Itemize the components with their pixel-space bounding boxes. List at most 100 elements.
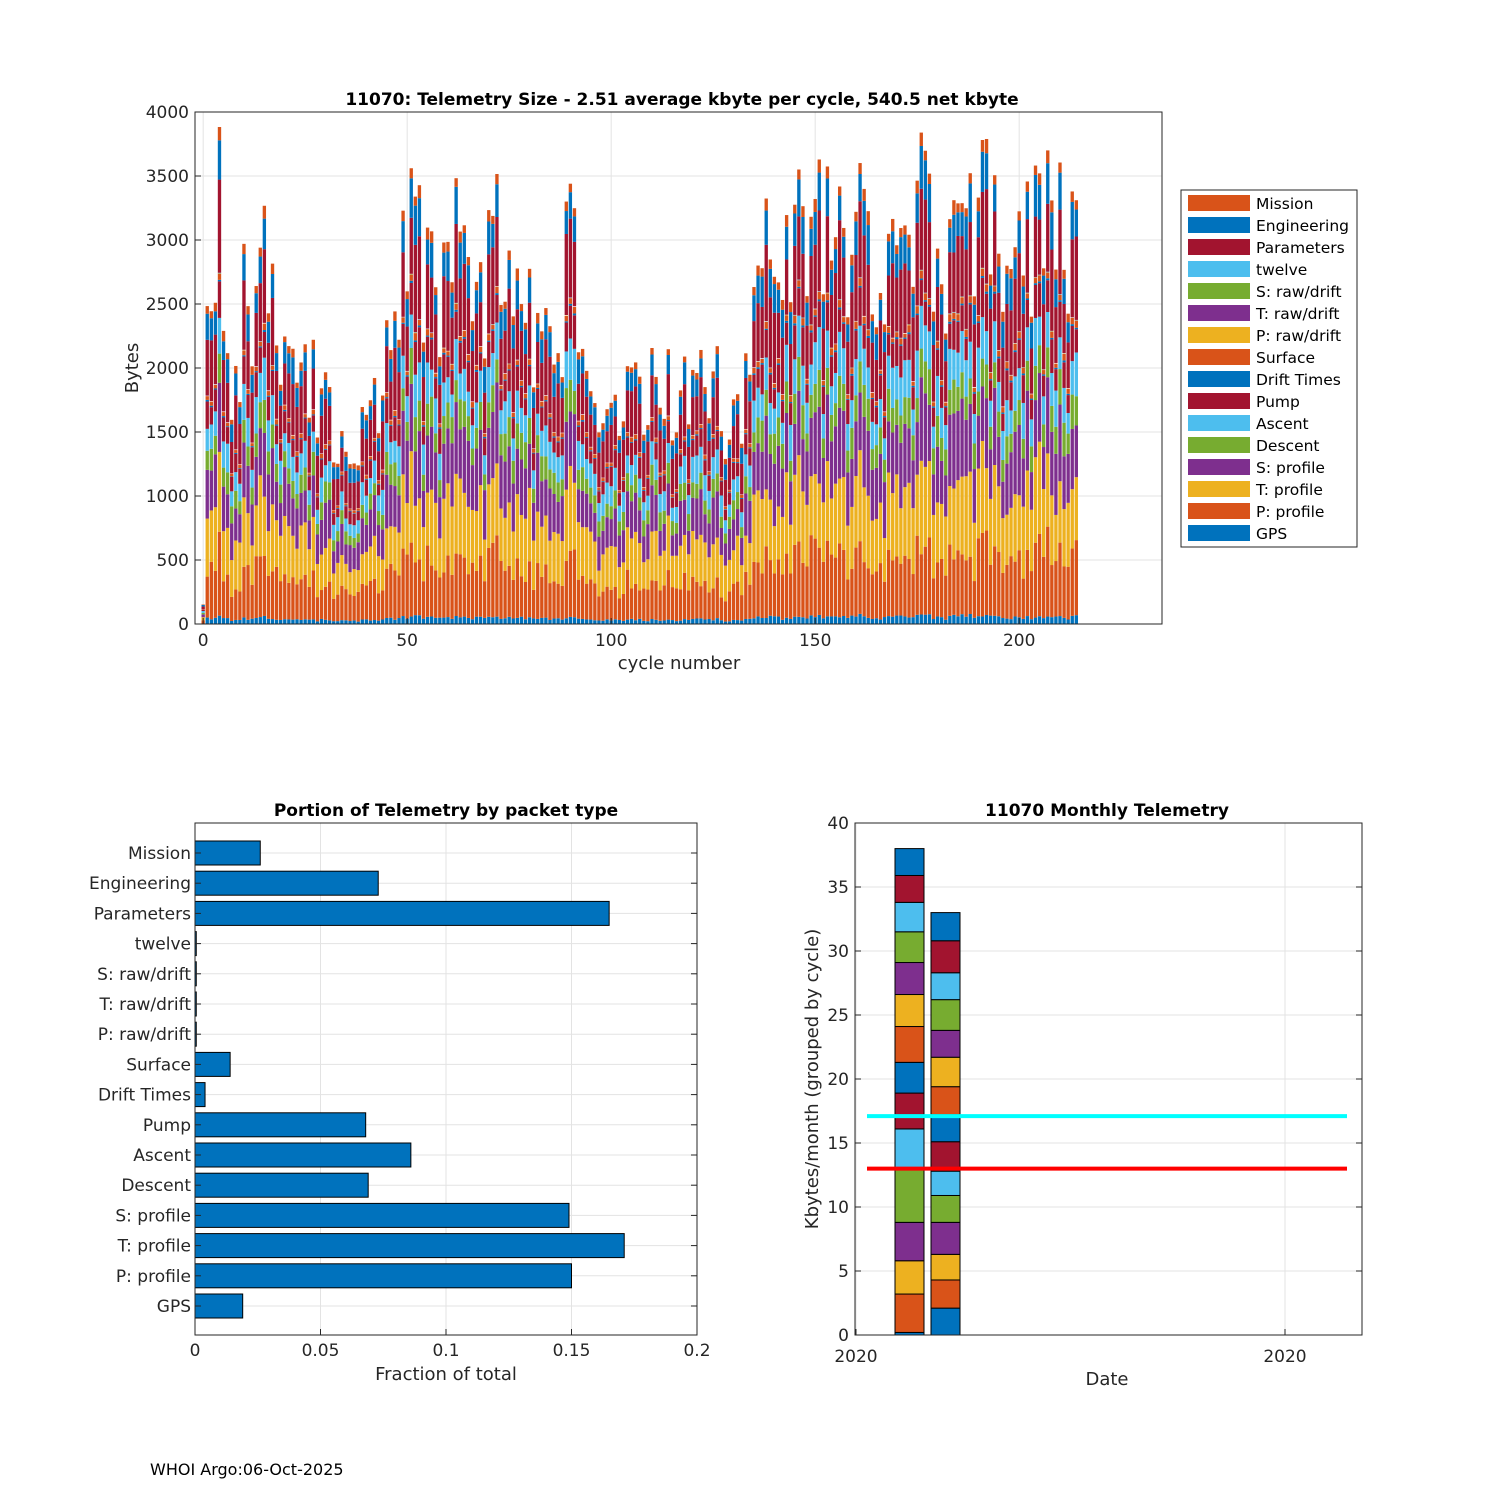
telemetry-segment [266, 313, 271, 322]
telemetry-segment [891, 367, 895, 408]
telemetry-segment [1021, 373, 1025, 376]
telemetry-segment [735, 581, 740, 621]
telemetry-segment [311, 431, 315, 452]
telemetry-segment [923, 546, 928, 615]
telemetry-segment [376, 593, 381, 621]
telemetry-segment [397, 495, 401, 533]
telemetry-segment [527, 385, 532, 419]
telemetry-segment [376, 484, 381, 496]
portion-category-label: T: raw/drift [98, 995, 191, 1015]
telemetry-segment [797, 280, 801, 287]
telemetry-segment [899, 415, 903, 443]
telemetry-segment [862, 316, 866, 324]
telemetry-segment [678, 545, 683, 590]
telemetry-segment [531, 618, 536, 624]
telemetry-segment [784, 315, 789, 321]
telemetry-segment [723, 543, 728, 566]
telemetry-segment [658, 530, 662, 556]
telemetry-segment [1070, 548, 1074, 616]
telemetry-segment [478, 346, 483, 353]
telemetry-segment [462, 263, 466, 331]
telemetry-segment [854, 475, 858, 548]
telemetry-segment [372, 495, 377, 536]
telemetry-bar-cycle [295, 382, 299, 624]
telemetry-segment [307, 476, 311, 491]
telemetry-segment [687, 483, 691, 484]
telemetry-segment [642, 620, 646, 624]
telemetry-segment [1033, 216, 1038, 278]
telemetry-segment [740, 494, 744, 498]
telemetry-segment [356, 481, 360, 509]
telemetry-segment [960, 212, 964, 237]
telemetry-segment [393, 320, 397, 348]
telemetry-segment [980, 317, 985, 359]
telemetry-segment [270, 571, 275, 620]
telemetry-segment [254, 505, 258, 557]
telemetry-segment [270, 504, 275, 572]
telemetry-segment [670, 555, 675, 588]
telemetry-segment [213, 302, 218, 312]
telemetry-bar-cycle [968, 173, 972, 624]
telemetry-segment [315, 493, 320, 497]
telemetry-segment [682, 362, 687, 385]
telemetry-segment [458, 342, 462, 374]
telemetry-segment [1066, 566, 1070, 620]
telemetry-segment [1066, 388, 1070, 394]
telemetry-segment [1074, 236, 1078, 320]
telemetry-segment [809, 255, 813, 325]
telemetry-segment [499, 338, 503, 385]
telemetry-segment [503, 301, 507, 309]
telemetry-segment [425, 227, 430, 240]
telemetry-segment [658, 512, 662, 531]
telemetry-segment [748, 381, 752, 402]
telemetry-segment [397, 419, 401, 425]
telemetry-segment [772, 408, 777, 434]
telemetry-bar-cycle [862, 188, 866, 624]
telemetry-segment [511, 531, 515, 580]
telemetry-segment [907, 617, 911, 624]
telemetry-segment [1058, 162, 1062, 173]
telemetry-segment [886, 332, 891, 335]
telemetry-segment [417, 362, 422, 401]
telemetry-segment [258, 347, 262, 373]
telemetry-segment [254, 371, 258, 373]
telemetry-segment [825, 461, 830, 541]
telemetry-segment [397, 575, 401, 619]
telemetry-segment [801, 253, 805, 318]
telemetry-segment [299, 492, 303, 526]
telemetry-segment [993, 184, 997, 212]
telemetry-segment [1058, 481, 1062, 543]
telemetry-bar-cycle [703, 387, 707, 624]
telemetry-segment [409, 217, 413, 274]
telemetry-segment [536, 618, 540, 624]
telemetry-segment [470, 509, 475, 563]
telemetry-segment [772, 276, 777, 285]
telemetry-segment [458, 617, 462, 624]
telemetry-segment [597, 491, 601, 504]
telemetry-segment [882, 416, 887, 418]
telemetry-segment [1037, 281, 1042, 284]
telemetry-segment [319, 458, 324, 460]
telemetry-segment [401, 210, 405, 222]
telemetry-segment [425, 492, 430, 546]
telemetry-segment [699, 377, 703, 424]
telemetry-segment [213, 617, 218, 624]
telemetry-segment [597, 503, 601, 522]
telemetry-segment [425, 362, 430, 404]
telemetry-segment [307, 586, 311, 620]
telemetry-segment [1062, 387, 1066, 423]
telemetry-segment [960, 331, 964, 373]
telemetry-segment [797, 541, 801, 617]
telemetry-segment [703, 500, 707, 515]
telemetry-segment [650, 417, 654, 421]
telemetry-segment [389, 442, 393, 465]
telemetry-segment [368, 509, 373, 547]
telemetry-segment [601, 478, 605, 482]
telemetry-segment [735, 459, 740, 463]
telemetry-segment [691, 435, 695, 439]
telemetry-segment [740, 498, 744, 513]
telemetry-segment [274, 370, 279, 419]
telemetry-segment [715, 618, 719, 624]
telemetry-segment [213, 507, 218, 571]
telemetry-segment [1062, 353, 1066, 361]
